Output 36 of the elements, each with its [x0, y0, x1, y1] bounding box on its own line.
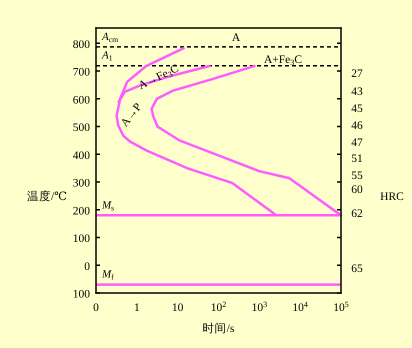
- text: 27: [351, 68, 363, 80]
- ref-line-label: M$_{s}$: [101, 199, 114, 212]
- text: 65: [351, 263, 363, 275]
- x-tick-label: 1: [134, 302, 140, 314]
- y-tick-label: 100: [72, 233, 90, 246]
- text: 62: [351, 208, 363, 220]
- text: 45: [351, 103, 363, 115]
- annotation: A: [232, 32, 241, 44]
- x-tick-label: 10$^{5}$: [333, 300, 349, 314]
- ref-line-label: M$_{f}$: [101, 268, 114, 282]
- y-tick-label: 800: [72, 38, 90, 51]
- annotation: A+Fe$_{3}$C: [264, 54, 302, 67]
- y-tick-label: 300: [72, 178, 90, 190]
- y2-axis-title: HRC: [380, 191, 404, 203]
- y-tick-label: 600: [72, 94, 90, 106]
- text: 60: [351, 184, 363, 196]
- text: 47: [351, 137, 363, 149]
- x-tick-label: 10$^{4}$: [292, 300, 308, 314]
- text: 46: [351, 120, 363, 132]
- y-tick-label: 500: [72, 122, 90, 134]
- ref-line-label: A$_{1}$: [101, 50, 113, 62]
- x-tick-label: 0: [93, 302, 100, 314]
- y-tick-label: 400: [72, 150, 90, 162]
- x-tick-label: 10$^{3}$: [252, 300, 268, 314]
- x-tick-label: 10$^{2}$: [210, 300, 226, 314]
- y-tick-label: 700: [72, 66, 90, 79]
- y-tick-label: 100: [72, 288, 90, 300]
- y-axis-title: 温度/℃: [26, 189, 68, 203]
- text: 43: [351, 86, 363, 98]
- text: 55: [351, 170, 363, 182]
- ref-line-label: A$_{cm}$: [101, 30, 118, 44]
- x-axis-title: 时间/s: [202, 322, 235, 335]
- y-tick-label: 0: [84, 260, 90, 273]
- y-tick-label: 200: [72, 205, 90, 218]
- x-tick-label: 10: [172, 302, 184, 314]
- text: 51: [351, 153, 363, 165]
